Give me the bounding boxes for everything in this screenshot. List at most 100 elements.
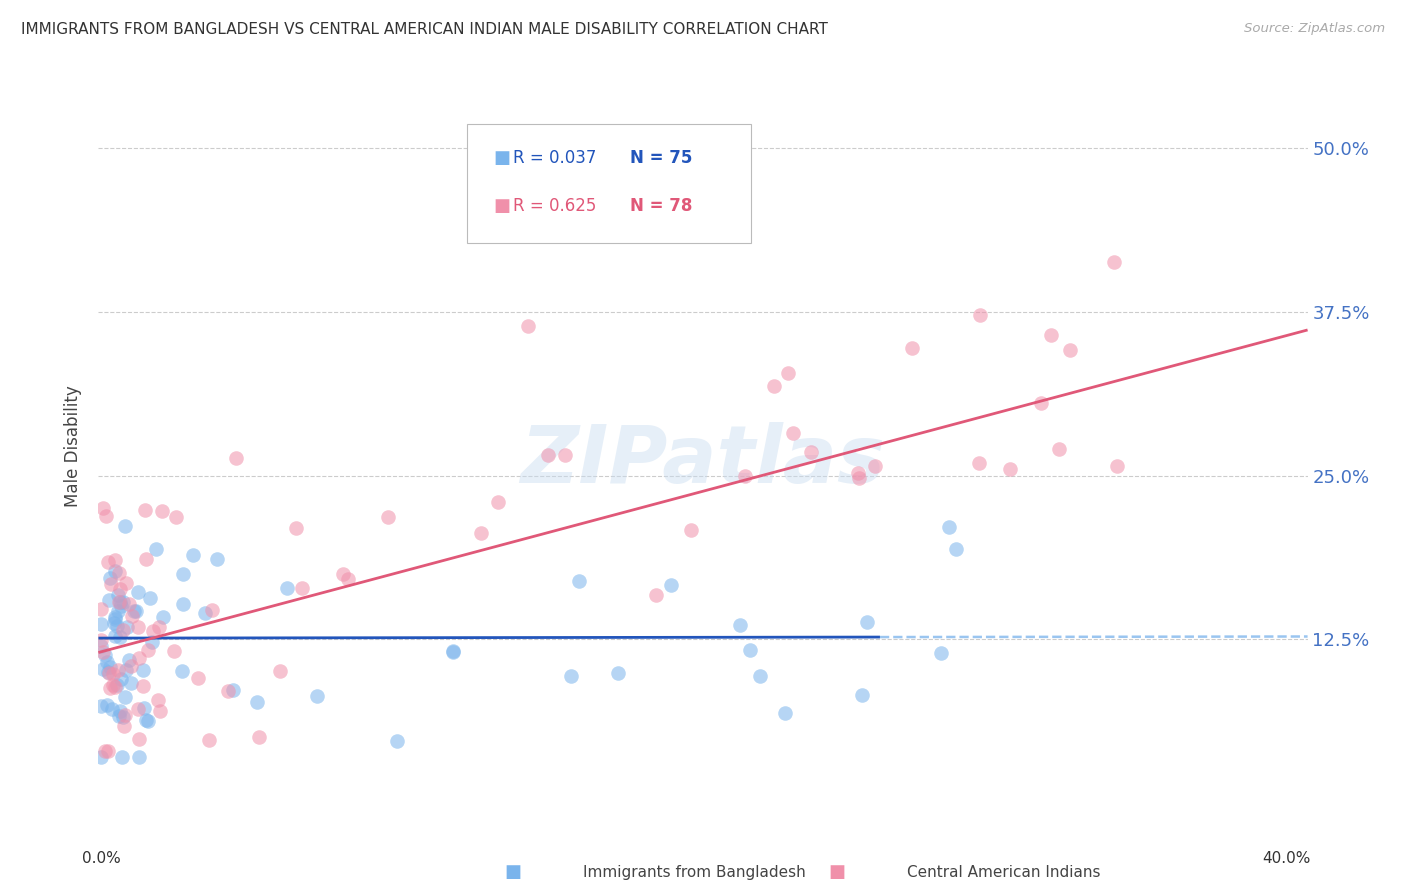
Text: Central American Indians: Central American Indians (907, 865, 1101, 880)
Point (96, 698, 118, 712)
Point (141, 635, 163, 649)
Point (749, 668, 772, 682)
Point (103, 564, 125, 578)
Y-axis label: Male Disability: Male Disability (65, 385, 83, 507)
Point (107, 663, 129, 677)
Point (607, 665, 630, 680)
Point (247, 730, 270, 744)
Point (644, 588, 666, 602)
Point (146, 692, 169, 706)
Point (863, 458, 886, 473)
Point (107, 588, 129, 602)
Point (201, 603, 224, 617)
Point (90, 699, 112, 714)
Point (560, 668, 582, 682)
Point (125, 604, 148, 618)
Point (127, 620, 149, 634)
Point (851, 688, 873, 702)
Text: N = 78: N = 78 (630, 197, 693, 215)
Point (165, 510, 187, 524)
Point (856, 615, 879, 629)
Point (1104, 255, 1126, 269)
Point (929, 646, 952, 660)
Point (120, 676, 142, 690)
Point (101, 678, 124, 692)
Point (108, 595, 131, 609)
Point (90, 602, 112, 616)
Point (100, 576, 122, 591)
Point (114, 663, 136, 677)
Point (135, 713, 157, 727)
Point (554, 448, 576, 462)
Point (104, 681, 127, 695)
Point (291, 581, 314, 595)
Point (734, 469, 756, 483)
Point (94, 509, 117, 524)
Point (104, 553, 127, 567)
Point (217, 684, 239, 698)
Point (782, 426, 804, 441)
Point (97, 665, 120, 680)
Point (1040, 328, 1063, 343)
Text: R = 0.037: R = 0.037 (513, 149, 596, 168)
Point (222, 683, 245, 698)
Point (132, 680, 155, 694)
Point (108, 630, 131, 644)
Point (778, 366, 800, 380)
Point (172, 664, 194, 678)
Point (142, 624, 165, 639)
Point (115, 620, 138, 634)
Point (516, 318, 538, 333)
Point (901, 341, 924, 355)
Point (90, 633, 112, 648)
Point (762, 379, 785, 393)
Point (1047, 442, 1070, 457)
Point (132, 663, 155, 677)
Point (108, 704, 131, 718)
Point (93, 662, 115, 676)
Point (94, 744, 117, 758)
Point (122, 604, 145, 618)
Point (128, 651, 150, 665)
Point (967, 456, 990, 470)
Point (108, 566, 131, 580)
Point (1000, 462, 1022, 476)
Point (269, 664, 291, 678)
Point (115, 576, 138, 591)
Point (103, 667, 125, 681)
Point (537, 448, 560, 462)
Point (441, 645, 464, 659)
Point (1059, 343, 1081, 358)
Point (114, 519, 136, 533)
Point (90, 750, 112, 764)
Point (163, 644, 186, 658)
Text: N = 75: N = 75 (630, 149, 693, 168)
Point (172, 566, 194, 581)
Point (105, 678, 128, 692)
Point (100, 571, 122, 585)
Point (97, 556, 120, 570)
Point (108, 595, 131, 609)
Point (181, 548, 204, 562)
Point (470, 525, 492, 540)
Point (1107, 458, 1129, 473)
Point (128, 750, 150, 764)
Point (118, 598, 141, 612)
Point (100, 702, 122, 716)
Text: 0.0%: 0.0% (82, 851, 121, 865)
Point (567, 574, 589, 588)
Point (305, 689, 328, 703)
Point (486, 495, 509, 509)
Text: IMMIGRANTS FROM BANGLADESH VS CENTRAL AMERICAN INDIAN MALE DISABILITY CORRELATIO: IMMIGRANTS FROM BANGLADESH VS CENTRAL AM… (21, 22, 828, 37)
Point (740, 643, 762, 657)
Point (276, 582, 298, 596)
Point (207, 552, 229, 566)
Point (97, 744, 120, 758)
Text: 40.0%: 40.0% (1263, 851, 1310, 865)
Point (132, 700, 155, 714)
Text: ■: ■ (828, 863, 845, 881)
Point (112, 710, 135, 724)
Point (172, 597, 194, 611)
Point (90, 640, 112, 654)
Point (97, 665, 120, 679)
